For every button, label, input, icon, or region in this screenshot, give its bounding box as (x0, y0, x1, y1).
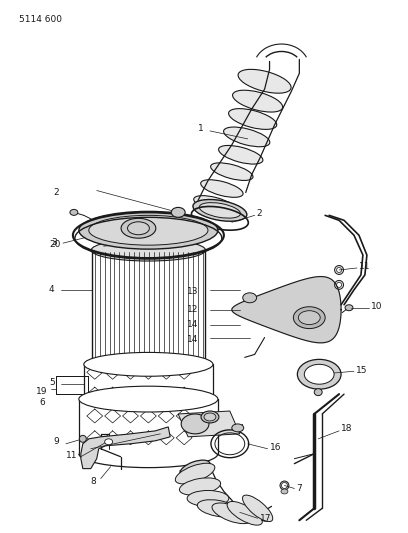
Ellipse shape (232, 424, 244, 432)
Ellipse shape (298, 311, 320, 325)
Ellipse shape (282, 482, 287, 488)
Polygon shape (178, 411, 240, 437)
Text: 15: 15 (356, 366, 368, 375)
Text: 17: 17 (259, 514, 271, 523)
Ellipse shape (211, 163, 253, 181)
Ellipse shape (219, 146, 263, 164)
Ellipse shape (121, 219, 156, 238)
Ellipse shape (91, 353, 206, 375)
Text: 16: 16 (270, 443, 281, 453)
Ellipse shape (197, 500, 239, 517)
Ellipse shape (293, 306, 325, 328)
Ellipse shape (281, 489, 288, 494)
Ellipse shape (180, 460, 210, 477)
Text: 13: 13 (186, 287, 198, 296)
Text: 19: 19 (36, 386, 48, 395)
Text: 10: 10 (371, 302, 382, 311)
Text: 7: 7 (296, 484, 302, 493)
Ellipse shape (200, 203, 240, 218)
Ellipse shape (337, 282, 341, 287)
Ellipse shape (128, 222, 149, 235)
Text: 4: 4 (49, 285, 55, 294)
Bar (56, 376, 88, 394)
Text: 20: 20 (49, 240, 60, 249)
Text: 5: 5 (49, 378, 55, 387)
Ellipse shape (314, 389, 322, 395)
Ellipse shape (84, 352, 213, 376)
Text: 14: 14 (187, 335, 198, 344)
Ellipse shape (181, 414, 209, 434)
Ellipse shape (228, 109, 277, 130)
Ellipse shape (91, 239, 206, 261)
Text: 14: 14 (187, 320, 198, 329)
Ellipse shape (89, 215, 208, 245)
Ellipse shape (79, 435, 86, 442)
Text: 18: 18 (341, 424, 353, 433)
Text: 11: 11 (66, 451, 78, 460)
Text: 2: 2 (53, 188, 59, 197)
Bar (56, 376, 88, 394)
Text: 2: 2 (257, 209, 262, 218)
Text: 6: 6 (39, 398, 45, 407)
Text: 12: 12 (187, 305, 198, 314)
Text: 8: 8 (91, 477, 97, 486)
Ellipse shape (246, 499, 270, 521)
Ellipse shape (238, 69, 291, 93)
Ellipse shape (101, 438, 108, 445)
Ellipse shape (201, 180, 243, 197)
Ellipse shape (180, 478, 221, 495)
Ellipse shape (171, 207, 185, 217)
Ellipse shape (79, 212, 218, 249)
Ellipse shape (335, 265, 344, 274)
Ellipse shape (335, 280, 344, 289)
Ellipse shape (193, 199, 247, 221)
Text: 11: 11 (359, 262, 370, 271)
Ellipse shape (105, 439, 113, 445)
Ellipse shape (345, 305, 353, 311)
Text: 1: 1 (198, 124, 204, 133)
Ellipse shape (187, 490, 229, 506)
Text: 3: 3 (51, 238, 57, 247)
Polygon shape (232, 277, 341, 343)
Ellipse shape (204, 413, 216, 421)
Ellipse shape (280, 481, 289, 490)
Ellipse shape (79, 386, 218, 412)
Text: 5114 600: 5114 600 (19, 15, 62, 24)
Ellipse shape (194, 196, 236, 213)
Ellipse shape (227, 502, 262, 525)
Ellipse shape (224, 127, 270, 147)
Ellipse shape (201, 411, 219, 423)
Ellipse shape (84, 387, 213, 411)
Ellipse shape (337, 268, 341, 272)
Ellipse shape (242, 495, 273, 522)
Ellipse shape (70, 209, 78, 215)
Ellipse shape (175, 463, 215, 484)
Ellipse shape (304, 365, 334, 384)
Polygon shape (81, 427, 170, 469)
Ellipse shape (233, 90, 283, 112)
Text: 9: 9 (53, 437, 59, 446)
Ellipse shape (297, 359, 341, 389)
Ellipse shape (212, 503, 252, 523)
Ellipse shape (243, 293, 257, 303)
